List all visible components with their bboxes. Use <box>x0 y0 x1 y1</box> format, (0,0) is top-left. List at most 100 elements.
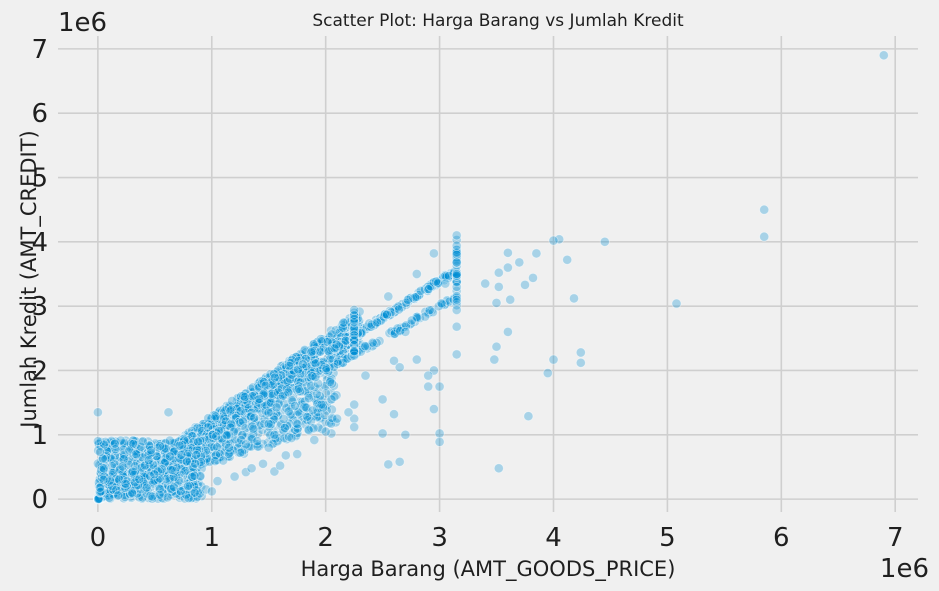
data-point <box>98 474 109 485</box>
data-point <box>528 272 539 283</box>
data-point <box>434 428 445 439</box>
data-point <box>332 413 343 424</box>
data-point <box>505 294 516 305</box>
data-point <box>502 247 513 258</box>
data-point <box>548 235 559 246</box>
data-point <box>451 230 462 241</box>
data-point <box>286 432 297 443</box>
data-point <box>306 347 317 358</box>
data-point <box>284 360 295 371</box>
data-point <box>394 456 405 467</box>
data-point <box>210 411 221 422</box>
data-point <box>502 326 513 337</box>
data-point <box>164 435 175 446</box>
data-point <box>520 279 531 290</box>
y-tick-label: 0 <box>31 485 48 515</box>
data-point <box>434 381 445 392</box>
data-point <box>212 476 223 487</box>
data-point <box>271 402 282 413</box>
data-point <box>180 466 191 477</box>
data-point <box>502 262 513 273</box>
data-point <box>280 450 291 461</box>
x-tick-label: 0 <box>90 523 107 553</box>
data-point <box>360 370 371 381</box>
data-point <box>491 297 502 308</box>
data-point <box>163 407 174 418</box>
data-point <box>292 449 303 460</box>
data-point <box>428 404 439 415</box>
data-point <box>175 486 186 497</box>
data-point <box>275 460 286 471</box>
data-point <box>145 445 156 456</box>
data-point <box>92 436 103 447</box>
data-point <box>300 353 311 364</box>
data-point <box>95 447 106 458</box>
y-offset-label: 1e6 <box>58 8 107 38</box>
data-point <box>253 397 264 408</box>
data-point <box>229 471 240 482</box>
data-point <box>211 431 222 442</box>
data-point <box>137 436 148 447</box>
data-point <box>223 442 234 453</box>
x-tick-label: 1 <box>204 523 221 553</box>
data-point <box>411 268 422 279</box>
data-points <box>92 50 889 505</box>
data-point <box>531 248 542 259</box>
data-point <box>400 326 411 337</box>
data-point <box>190 458 201 469</box>
x-tick-label: 6 <box>773 523 790 553</box>
data-point <box>383 291 394 302</box>
data-point <box>575 347 586 358</box>
data-point <box>349 304 360 315</box>
data-point <box>227 395 238 406</box>
data-point <box>149 469 160 480</box>
data-point <box>269 368 280 379</box>
data-point <box>451 240 462 251</box>
data-point <box>278 413 289 424</box>
data-point <box>238 390 249 401</box>
data-point <box>349 422 360 433</box>
data-point <box>360 341 371 352</box>
data-point <box>493 281 504 292</box>
data-point <box>263 442 274 453</box>
data-point <box>878 50 889 61</box>
data-point <box>193 436 204 447</box>
data-point <box>176 449 187 460</box>
data-point <box>320 426 331 437</box>
data-point <box>297 359 308 370</box>
data-point <box>349 399 360 410</box>
data-point <box>428 248 439 259</box>
data-point <box>489 354 500 365</box>
data-point <box>331 339 342 350</box>
data-point <box>381 309 392 320</box>
data-point <box>316 399 327 410</box>
y-axis-label: Jumlah Kredit (AMT_CREDIT) <box>17 130 42 430</box>
data-point <box>759 231 770 242</box>
data-point <box>599 236 610 247</box>
data-point <box>451 294 462 305</box>
data-point <box>113 490 124 501</box>
data-point <box>338 317 349 328</box>
data-point <box>575 357 586 368</box>
x-tick-label: 2 <box>317 523 334 553</box>
data-point <box>451 257 462 268</box>
data-point <box>325 376 336 387</box>
data-point <box>303 392 314 403</box>
data-point <box>127 487 138 498</box>
data-point <box>239 394 250 405</box>
data-point <box>377 428 388 439</box>
data-point <box>303 424 314 435</box>
data-point <box>321 363 332 374</box>
data-point <box>394 362 405 373</box>
data-point <box>134 474 145 485</box>
data-point <box>263 418 274 429</box>
data-point <box>143 455 154 466</box>
data-point <box>434 436 445 447</box>
x-tick-label: 7 <box>887 523 904 553</box>
data-point <box>480 278 491 289</box>
data-point <box>759 204 770 215</box>
data-point <box>239 392 250 403</box>
data-point <box>400 429 411 440</box>
data-point <box>349 317 360 328</box>
